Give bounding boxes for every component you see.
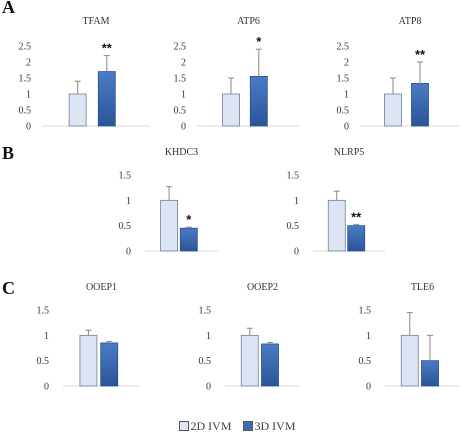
bar-nlrp5-2d: [327, 199, 346, 252]
y-tick-label-ooep1-3: 1.5: [37, 306, 50, 317]
bar-ooep1-2d: [79, 334, 98, 387]
chart-title-ooep1: OOEP1: [86, 282, 117, 293]
significance-atp8: **: [415, 47, 426, 62]
y-tick-label-nlrp5-0: 0: [294, 247, 299, 258]
y-tick-label-tfam-0: 0: [26, 122, 31, 133]
y-tick-label-atp6-3: 1.5: [174, 74, 187, 85]
y-tick-label-tfam-1: 0.5: [19, 106, 32, 117]
panel-label-a: A: [2, 0, 15, 17]
y-tick-label-ooep1-2: 1: [44, 331, 49, 342]
y-tick-label-atp8-1: 0.5: [337, 106, 350, 117]
chart-title-atp8: ATP8: [399, 16, 422, 27]
bar-ooep1-3d: [100, 342, 119, 387]
bar-tfam-3d: [97, 71, 116, 127]
y-tick-label-atp8-3: 1.5: [337, 74, 350, 85]
legend-label-3d: 3D IVM: [254, 419, 296, 433]
y-tick-label-ooep1-1: 0.5: [37, 356, 50, 367]
bar-ooep2-3d: [261, 343, 279, 387]
y-tick-label-atp6-5: 2.5: [174, 42, 187, 53]
significance-tfam: **: [102, 41, 113, 56]
y-tick-label-nlrp5-2: 1: [294, 196, 299, 207]
chart-title-khdc3: KHDC3: [165, 147, 198, 158]
panel-label-c: C: [2, 278, 15, 298]
y-tick-label-tfam-3: 1.5: [19, 74, 32, 85]
y-tick-label-nlrp5-1: 0.5: [287, 221, 300, 232]
y-tick-label-khdc3-1: 0.5: [119, 221, 132, 232]
bar-tfam-2d: [68, 93, 87, 127]
y-tick-label-atp8-4: 2: [344, 58, 349, 69]
bar-ooep2-2d: [240, 334, 259, 387]
significance-atp6: *: [256, 34, 262, 49]
y-tick-label-ooep2-2: 1: [206, 331, 211, 342]
significance-nlrp5: **: [351, 210, 362, 225]
chart-title-nlrp5: NLRP5: [334, 147, 365, 158]
y-tick-label-tle6-1: 0.5: [359, 356, 372, 367]
y-tick-label-atp8-5: 2.5: [337, 42, 350, 53]
significance-khdc3: *: [186, 212, 192, 227]
y-tick-label-tfam-2: 1: [26, 90, 31, 101]
legend: 2D IVM 3D IVM: [0, 419, 474, 434]
y-tick-label-khdc3-2: 1: [126, 196, 131, 207]
y-tick-label-tle6-0: 0: [366, 382, 371, 393]
y-tick-label-atp6-0: 0: [181, 122, 186, 133]
charts-canvas: TFAM 0 0.5 1 1.5 2 2.5 ** ATP6 0 0.5 1 1.5 2 2.5 * ATP8 0…: [19, 16, 460, 393]
y-tick-label-ooep2-1: 0.5: [199, 356, 212, 367]
chart-title-tfam: TFAM: [82, 16, 109, 27]
y-tick-label-tle6-2: 1: [366, 331, 371, 342]
chart-title-tle6: TLE6: [411, 282, 434, 293]
bar-khdc3-3d: [179, 227, 198, 252]
y-tick-label-atp6-1: 0.5: [174, 106, 187, 117]
y-tick-label-khdc3-0: 0: [126, 247, 131, 258]
bar-atp6-2d: [222, 93, 240, 127]
bar-tle6-2d: [400, 334, 419, 387]
y-tick-label-khdc3-3: 1.5: [119, 171, 132, 182]
y-tick-label-atp8-2: 1: [344, 90, 349, 101]
bar-atp8-2d: [384, 93, 402, 127]
legend-item-2d: 2D IVM: [178, 419, 232, 434]
legend-item-3d: 3D IVM: [242, 419, 296, 434]
y-tick-label-tle6-3: 1.5: [359, 306, 372, 317]
y-tick-label-nlrp5-3: 1.5: [287, 171, 300, 182]
bar-khdc3-2d: [160, 199, 178, 252]
y-tick-label-atp6-4: 2: [181, 58, 186, 69]
bar-atp8-3d: [411, 83, 429, 127]
y-tick-label-ooep2-3: 1.5: [199, 306, 212, 317]
y-tick-label-tfam-5: 2.5: [19, 42, 32, 53]
bar-tle6-3d: [421, 360, 439, 387]
bar-nlrp5-3d: [347, 225, 366, 252]
panel-label-b: B: [2, 143, 15, 163]
y-tick-label-ooep2-0: 0: [206, 382, 211, 393]
y-tick-label-atp6-2: 1: [181, 90, 186, 101]
y-tick-label-atp8-0: 0: [344, 122, 349, 133]
chart-title-atp6: ATP6: [237, 16, 260, 27]
bar-atp6-3d: [249, 76, 268, 127]
y-tick-label-ooep1-0: 0: [44, 382, 49, 393]
chart-title-ooep2: OOEP2: [247, 282, 278, 293]
y-tick-label-tfam-4: 2: [26, 58, 31, 69]
legend-label-2d: 2D IVM: [190, 419, 232, 433]
